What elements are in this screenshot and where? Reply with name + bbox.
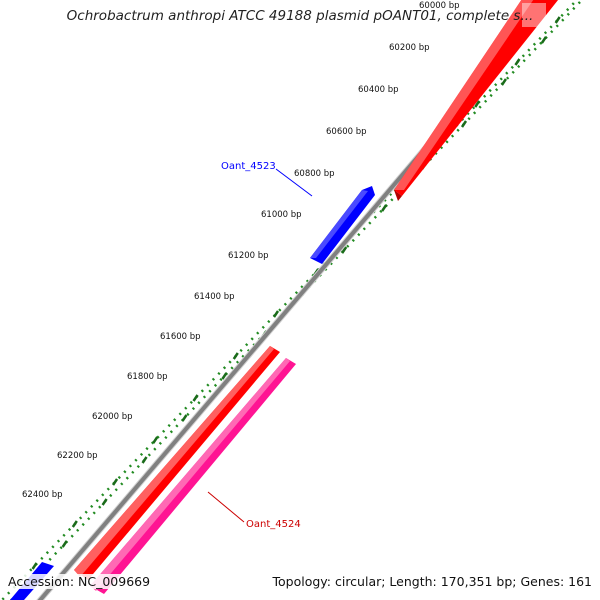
ruler-major-tick: [474, 100, 481, 108]
ruler-tick-label: 60400 bp: [358, 85, 399, 95]
ruler-tick-label: 61800 bp: [127, 372, 168, 382]
ruler-major-tick: [272, 310, 280, 318]
ruler-major-tick: [554, 16, 561, 24]
ruler-major-tick: [341, 246, 348, 254]
ruler-major-tick: [500, 78, 507, 86]
ruler-major-tick: [540, 36, 547, 44]
ruler-major-tick: [232, 352, 239, 360]
ruler-tick-label: 61600 bp: [160, 332, 201, 342]
ruler-major-tick: [460, 120, 468, 128]
ruler-tick-label: 61400 bp: [194, 292, 235, 302]
accession-text: Accession: NC_009669: [8, 574, 151, 589]
ruler-major-tick: [181, 414, 188, 422]
gene-label-oant-4523[interactable]: Oant_4523: [221, 161, 276, 172]
inner-tick-ring: [9, 1, 581, 600]
forward-gene-bottom[interactable]: [74, 346, 280, 580]
ruler-major-tick: [152, 436, 159, 444]
ruler-major-tick: [61, 540, 68, 548]
ruler-tick-label: 60200 bp: [389, 43, 430, 53]
gene-label-oant-4524[interactable]: Oant_4524: [246, 519, 301, 530]
gene-oant-4523[interactable]: [310, 186, 375, 264]
oant-4524-connector: [207, 491, 245, 523]
ruler-tick-label: 61200 bp: [228, 251, 269, 261]
map-title: Ochrobactrum anthropi ATCC 49188 plasmid…: [66, 8, 534, 24]
ruler-major-tick: [101, 498, 108, 506]
ruler-major-tick: [192, 394, 199, 402]
ruler-major-tick: [514, 58, 521, 66]
ruler-tick-label: 60000 bp: [419, 1, 460, 11]
ruler-tick-label: 62200 bp: [57, 451, 98, 461]
oant-4523-connector: [275, 168, 313, 197]
tick-labels: 60000 bp 60200 bp 60400 bp 60600 bp 60800 bp…: [22, 1, 460, 500]
ruler-tick-label: 60600 bp: [326, 127, 367, 137]
ruler-major-tick: [221, 372, 228, 380]
ruler-major-tick: [31, 562, 38, 570]
ruler-major-tick: [71, 520, 78, 528]
gene-oant-4524[interactable]: [90, 358, 296, 594]
ruler-tick-label: 60800 bp: [294, 169, 335, 179]
forward-gene-top[interactable]: [394, 0, 566, 201]
ruler-tick-label: 62000 bp: [92, 412, 133, 422]
ruler-tick-label: 62400 bp: [22, 490, 63, 500]
ruler-major-tick: [112, 478, 119, 486]
ruler-major-tick: [141, 456, 148, 464]
summary-text: Topology: circular; Length: 170,351 bp; …: [272, 574, 592, 589]
ruler-tick-label: 61000 bp: [261, 210, 302, 220]
ruler-major-tick: [381, 204, 388, 212]
